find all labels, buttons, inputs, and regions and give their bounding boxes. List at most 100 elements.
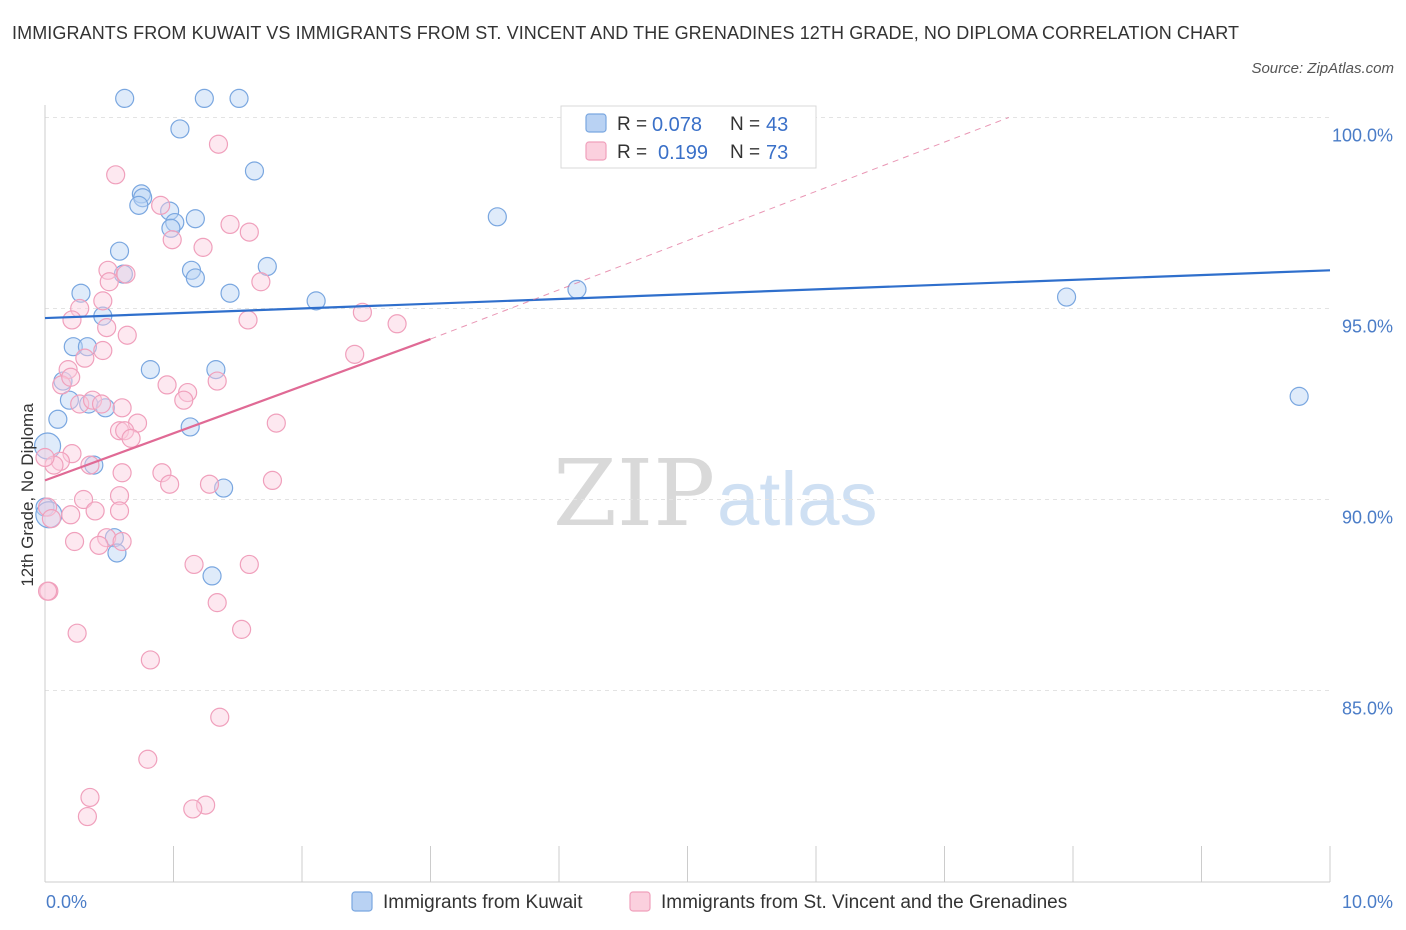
kuwait-point <box>129 195 149 215</box>
st-vincent-point <box>193 237 213 257</box>
kuwait-point <box>487 207 507 227</box>
st-vincent-trend-line <box>44 338 431 482</box>
legend-r-label-kuwait: R = <box>617 114 647 135</box>
st-vincent-point <box>116 264 136 284</box>
st-vincent-point <box>64 531 85 552</box>
legend-swatch-kuwait <box>585 113 607 133</box>
y-tick-label-95: 95.0% <box>1342 317 1393 337</box>
y-tick-label-85: 85.0% <box>1342 699 1393 719</box>
st-vincent-point <box>61 505 81 525</box>
st-vincent-point <box>352 302 372 322</box>
axes <box>44 105 1331 883</box>
st-vincent-point <box>80 455 100 475</box>
kuwait-point <box>115 88 135 109</box>
y-axis-label: 12th Grade, No Diploma <box>18 403 37 587</box>
st-vincent-point <box>117 325 137 345</box>
kuwait-point <box>244 161 265 181</box>
st-vincent-point <box>184 554 204 575</box>
st-vincent-point <box>208 134 229 154</box>
st-vincent-point <box>37 497 58 517</box>
st-vincent-point <box>140 650 160 670</box>
st-vincent-point <box>106 165 126 185</box>
st-vincent-point <box>157 375 177 395</box>
watermark-zip: ZIP <box>553 440 715 547</box>
kuwait-point <box>170 119 190 139</box>
st-vincent-point <box>73 489 94 510</box>
legend-n-label-st-vincent: N = <box>730 142 760 163</box>
st-vincent-point <box>196 795 216 815</box>
kuwait-point <box>1056 287 1077 307</box>
st-vincent-point <box>266 413 286 433</box>
st-vincent-point <box>97 318 117 338</box>
kuwait-point <box>48 409 68 429</box>
y-tick-label-100: 100.0% <box>1332 126 1393 146</box>
st-vincent-point <box>109 421 130 441</box>
kuwait-point <box>77 337 98 357</box>
st-vincent-point <box>232 619 252 639</box>
st-vincent-point <box>183 799 203 819</box>
st-vincent-point <box>238 310 258 330</box>
bottom-legend-swatch-kuwait <box>351 891 373 912</box>
kuwait-point <box>202 566 222 586</box>
st-vincent-point <box>93 291 113 311</box>
st-vincent-point <box>99 272 119 292</box>
kuwait-point <box>220 283 240 303</box>
x-tick-label-max: 10.0% <box>1342 892 1393 912</box>
st-vincent-point <box>121 428 141 448</box>
legend-r-label-st-vincent: R = <box>617 142 647 163</box>
legend-n-label-kuwait: N = <box>730 114 760 135</box>
bottom-legend: Immigrants from Kuwait Immigrants from S… <box>351 891 1067 913</box>
st-vincent-point <box>97 528 117 548</box>
kuwait-point <box>306 291 326 311</box>
st-vincent-point <box>91 394 112 414</box>
st-vincent-point <box>41 508 62 529</box>
st-vincent-point <box>151 195 171 215</box>
st-vincent-point <box>67 623 87 643</box>
st-vincent-point <box>220 214 240 235</box>
kuwait-point <box>107 543 127 563</box>
st-vincent-point <box>62 444 82 464</box>
st-vincent-point <box>80 787 100 808</box>
x-tick-label-min: 0.0% <box>46 892 87 912</box>
st-vincent-point <box>62 310 82 330</box>
st-vincent-point <box>70 394 90 414</box>
st-vincent-point <box>37 581 58 601</box>
st-vincent-point <box>160 474 180 494</box>
data-points <box>33 88 1309 827</box>
kuwait-point <box>59 390 80 410</box>
legend-box: R = 0.078 N = 43 R = 0.199 N = 73 <box>560 105 817 169</box>
bottom-legend-label-st-vincent: Immigrants from St. Vincent and the Gren… <box>661 892 1067 913</box>
st-vincent-point <box>85 501 105 521</box>
st-vincent-point <box>162 230 182 250</box>
st-vincent-trend-extension <box>430 117 1009 340</box>
kuwait-point <box>185 209 205 229</box>
kuwait-trend-line <box>44 269 1331 320</box>
st-vincent-point <box>61 367 81 387</box>
st-vincent-point <box>138 749 158 769</box>
legend-r-value-st-vincent: 0.199 <box>658 142 708 164</box>
legend-n-value-kuwait: 43 <box>766 114 788 136</box>
st-vincent-point <box>75 348 95 368</box>
kuwait-point <box>109 241 130 261</box>
chart-title: IMMIGRANTS FROM KUWAIT VS IMMIGRANTS FRO… <box>12 23 1240 43</box>
st-vincent-point <box>112 531 132 552</box>
st-vincent-point <box>112 463 132 483</box>
legend-n-value-st-vincent: 73 <box>766 142 788 164</box>
st-vincent-point <box>112 398 132 418</box>
legend-r-value-kuwait: 0.078 <box>652 114 702 136</box>
st-vincent-point <box>210 707 230 727</box>
bottom-legend-label-kuwait: Immigrants from Kuwait <box>383 892 583 913</box>
trend-lines <box>44 117 1331 482</box>
st-vincent-point <box>109 486 130 506</box>
gridlines <box>45 117 1330 691</box>
st-vincent-point <box>207 593 227 613</box>
st-vincent-point <box>199 474 220 494</box>
bottom-legend-swatch-st-vincent <box>629 891 651 912</box>
kuwait-point <box>140 360 160 380</box>
st-vincent-point <box>239 554 259 575</box>
st-vincent-point <box>207 371 227 391</box>
st-vincent-point <box>387 314 407 334</box>
st-vincent-point <box>239 222 259 242</box>
y-tick-labels: 85.0% 90.0% 95.0% 100.0% <box>1332 126 1393 719</box>
